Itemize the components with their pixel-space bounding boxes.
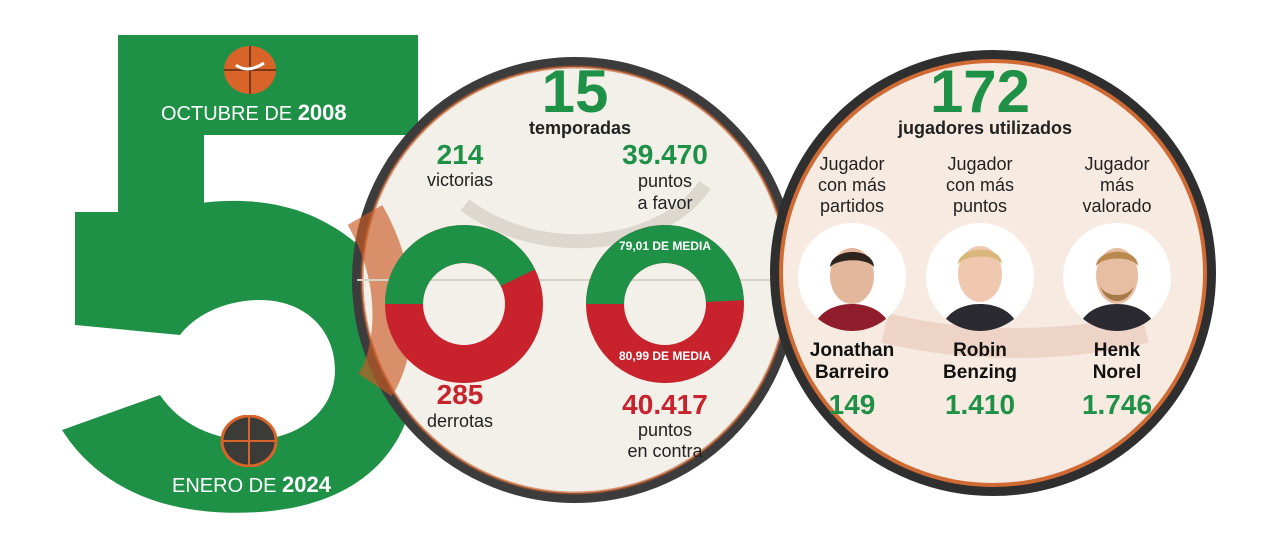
end-date-prefix: ENERO DE: [172, 475, 277, 497]
big-five-shape: [62, 200, 416, 513]
leader-stat: 1.746: [1081, 389, 1153, 420]
leader-category-line3: valorado: [1082, 196, 1152, 216]
player-avatar: [798, 223, 906, 331]
leader-category-line3: partidos: [819, 196, 885, 216]
leader-category-line2: con más: [817, 175, 887, 195]
seasons-label: temporadas: [528, 118, 632, 138]
player-avatar: [1063, 223, 1171, 331]
leader-last-name: Norel: [1092, 362, 1142, 383]
seasons-value: 15: [541, 58, 609, 125]
points-donut: [586, 225, 744, 383]
wins-label: victorias: [426, 170, 493, 190]
losses-label: derrotas: [426, 411, 494, 431]
leader-category-line1: Jugador: [819, 154, 885, 174]
wins-losses-donut: [385, 225, 543, 383]
start-date-prefix: OCTUBRE DE: [161, 103, 293, 125]
points-for-value: 39.470: [622, 139, 708, 170]
points-against-label2: en contra: [627, 441, 703, 461]
leader-column: Jugador con más puntos: [920, 154, 1040, 217]
leader-column: Jugador con más partidos: [792, 154, 912, 217]
leader-category-line2: con más: [945, 175, 1015, 195]
start-date: OCTUBRE DE 2008: [161, 100, 347, 126]
basketball-icon-top: [224, 46, 276, 94]
leader-column: Jugador más valorado: [1057, 154, 1177, 217]
leader-stat: 1.410: [944, 389, 1016, 420]
end-date: ENERO DE 2024: [172, 472, 331, 498]
points-for-average: 79,01 DE MEDIA: [618, 239, 712, 253]
points-against-average: 80,99 DE MEDIA: [618, 349, 712, 363]
leader-category-line3: puntos: [952, 196, 1008, 216]
basketball-icon-bottom: [220, 415, 278, 467]
points-for-label1: puntos: [637, 171, 693, 191]
leader-last-name: Barreiro: [815, 362, 889, 383]
big-number: 5: [0, 0, 1, 1]
leader-category-line1: Jugador: [1084, 154, 1150, 174]
leader-first-name: Jonathan: [809, 340, 895, 361]
points-for-label2: a favor: [637, 193, 693, 213]
players-value: 172: [929, 58, 1031, 125]
start-date-year: 2008: [297, 100, 347, 125]
leader-category-line2: más: [1099, 175, 1134, 195]
leader-last-name: Benzing: [943, 362, 1017, 383]
losses-value: 285: [436, 379, 484, 410]
end-date-year: 2024: [282, 472, 331, 497]
leader-first-name: Henk: [1093, 340, 1141, 361]
points-for-arc: [586, 225, 744, 383]
leader-category-line1: Jugador: [947, 154, 1013, 174]
wins-value: 214: [436, 139, 484, 170]
wins-arc: [385, 225, 543, 383]
points-against-label1: puntos: [637, 420, 693, 440]
points-against-value: 40.417: [622, 389, 708, 420]
player-avatar: [926, 223, 1034, 331]
players-label: jugadores utilizados: [897, 118, 1073, 138]
leader-stat: 149: [828, 389, 876, 420]
stats-ball-background: [347, 57, 798, 503]
leader-first-name: Robin: [953, 340, 1007, 361]
